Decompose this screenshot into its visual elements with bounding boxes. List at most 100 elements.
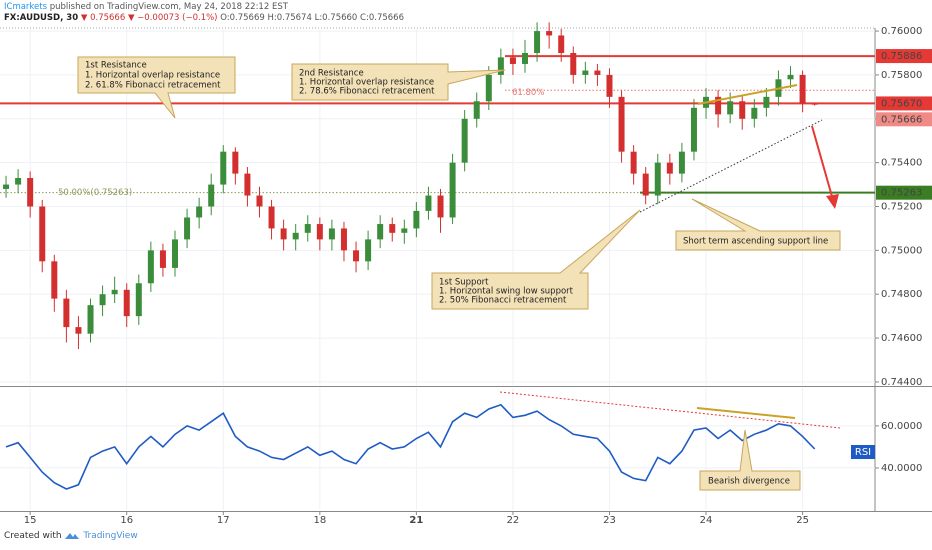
callout-line: 1. Horizontal swing low support bbox=[439, 287, 574, 297]
low: L:0.75660 bbox=[314, 13, 358, 23]
candle-body bbox=[570, 52, 577, 75]
candle-body bbox=[413, 210, 420, 229]
x-tick-label: 17 bbox=[217, 515, 230, 526]
high: H:0.75674 bbox=[267, 13, 312, 23]
candle-body bbox=[534, 31, 541, 53]
candle-body bbox=[196, 206, 203, 218]
candle-body bbox=[316, 224, 323, 240]
series-tag bbox=[851, 445, 875, 459]
candle-body bbox=[220, 151, 227, 185]
price-tag bbox=[876, 112, 932, 127]
x-tick-label: 22 bbox=[507, 515, 520, 526]
chart: 61.80% 50.00%(0.75263) RSI 1st Resistance… bbox=[0, 22, 932, 526]
price-divergence-line bbox=[697, 84, 798, 105]
callout: Short term ascending support line bbox=[675, 198, 841, 251]
candle-body bbox=[654, 162, 661, 196]
x-tick-label: 21 bbox=[409, 515, 423, 526]
candle-body bbox=[353, 250, 360, 262]
callout: 1st Support 1. Horizontal swing low supp… bbox=[431, 209, 641, 310]
callout-line: 2. 61.8% Fibonacci retracement bbox=[85, 81, 221, 91]
price-tag bbox=[876, 96, 932, 111]
candle-body bbox=[232, 151, 239, 174]
y-tick-label: 0.74400 bbox=[881, 377, 922, 388]
candle-body bbox=[678, 151, 685, 174]
candles bbox=[3, 22, 818, 350]
candle-body bbox=[546, 31, 553, 36]
publisher[interactable]: ICmarkets bbox=[4, 2, 48, 12]
callout-title: Bearish divergence bbox=[708, 477, 790, 487]
callout-line: 1. Horizontal overlap resistance bbox=[85, 71, 220, 81]
candle-body bbox=[582, 70, 589, 75]
candle-body bbox=[425, 195, 432, 211]
candle-body bbox=[292, 232, 299, 240]
candle-body bbox=[666, 162, 673, 174]
x-tick-label: 23 bbox=[603, 515, 616, 526]
candle-body bbox=[3, 184, 10, 189]
candle-body bbox=[51, 261, 58, 299]
callout: 1st Resistance 1. Horizontal overlap res… bbox=[77, 56, 236, 119]
x-tick-label: 16 bbox=[120, 515, 133, 526]
x-tick-label: 15 bbox=[24, 515, 37, 526]
last: ▼ 0.75666 bbox=[80, 13, 126, 23]
price-tag bbox=[876, 185, 932, 200]
candle-body bbox=[159, 250, 166, 268]
candle-body bbox=[280, 228, 287, 240]
price-tag-label: 0.75670 bbox=[881, 98, 922, 109]
callout-line: 2. 78.6% Fibonacci retracement bbox=[299, 87, 435, 97]
candle-body bbox=[497, 57, 504, 75]
callout-title: 2nd Resistance bbox=[299, 69, 364, 79]
candle-body bbox=[15, 177, 22, 185]
price-tag-label: 0.75886 bbox=[881, 51, 922, 62]
fib-label: 61.80% bbox=[512, 88, 544, 98]
x-tick-label: 24 bbox=[700, 515, 713, 526]
candle-body bbox=[751, 107, 758, 119]
header: ICmarkets published on TradingView.com, … bbox=[4, 2, 404, 24]
callout-title: Short term ascending support line bbox=[683, 237, 828, 247]
logo bbox=[65, 533, 80, 539]
candle-body bbox=[147, 250, 154, 284]
candle-body bbox=[135, 283, 142, 317]
footer: Created with TradingView bbox=[4, 531, 138, 541]
fib-label: 50.00%(0.75263) bbox=[58, 188, 132, 198]
candle-body bbox=[389, 224, 396, 233]
candle-body bbox=[606, 74, 613, 97]
candle-body bbox=[365, 239, 372, 262]
y-tick-label: 0.74600 bbox=[881, 333, 922, 344]
candle-body bbox=[244, 173, 251, 196]
candle-body bbox=[630, 151, 637, 174]
candle-body bbox=[739, 101, 746, 119]
y-tick-label: 60.0000 bbox=[881, 421, 922, 432]
candle-body bbox=[811, 103, 818, 105]
y-tick-label: 0.75000 bbox=[881, 245, 922, 256]
axes: 15 16 17 18 21 22 23 24 25 0.74400 0.74600 0.74800 0… bbox=[24, 26, 932, 526]
candle-body bbox=[123, 289, 130, 317]
price-tag-label: 0.75666 bbox=[881, 114, 922, 125]
candle-body bbox=[449, 162, 456, 218]
candle-body bbox=[763, 96, 770, 108]
candle-body bbox=[172, 239, 178, 268]
close: C:0.75666 bbox=[360, 13, 404, 23]
y-tick-label: 0.74800 bbox=[881, 289, 922, 300]
candle-body bbox=[485, 74, 492, 102]
x-tick-label: 25 bbox=[796, 515, 809, 526]
callout-line: 2. 50% Fibonacci retracement bbox=[439, 296, 567, 306]
rsi: RSI bbox=[5, 403, 875, 490]
candle-body bbox=[87, 305, 94, 334]
candle-body bbox=[304, 224, 311, 233]
candle-body bbox=[642, 173, 649, 196]
x-tick-label: 18 bbox=[313, 515, 326, 526]
candle-body bbox=[522, 52, 528, 64]
candle-body bbox=[256, 195, 263, 207]
brand[interactable]: TradingView bbox=[83, 531, 138, 541]
callout: Bearish divergence bbox=[699, 429, 801, 491]
candle-body bbox=[461, 118, 468, 163]
candle-body bbox=[690, 107, 697, 152]
candle-body bbox=[401, 228, 408, 233]
candle-body bbox=[377, 224, 384, 240]
candle-body bbox=[715, 96, 722, 115]
candle-body bbox=[799, 74, 806, 104]
y-tick-label: 0.75400 bbox=[881, 158, 922, 169]
price-tag-label: 0.75263 bbox=[881, 188, 922, 199]
y-tick-label: 0.75200 bbox=[881, 202, 922, 213]
